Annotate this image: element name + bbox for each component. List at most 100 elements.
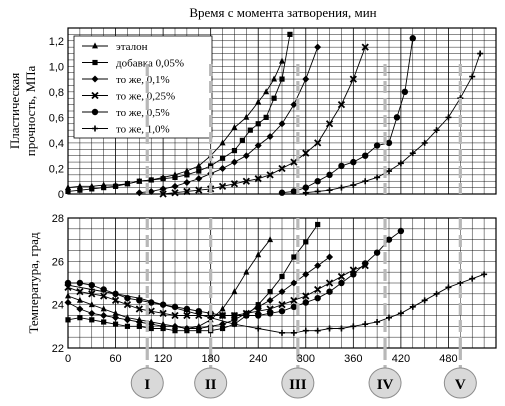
data-point bbox=[469, 275, 476, 282]
data-point bbox=[123, 301, 132, 309]
data-point bbox=[147, 320, 155, 328]
data-point bbox=[183, 179, 191, 187]
data-point bbox=[65, 184, 71, 191]
data-point bbox=[76, 279, 84, 287]
legend-entry: то же, 0,5% bbox=[116, 107, 170, 119]
data-point bbox=[445, 114, 452, 121]
legend: эталон добавка 0,05% то же, 0,1% то же, 0,2… bbox=[73, 35, 213, 139]
data-point bbox=[315, 221, 321, 228]
data-point bbox=[445, 284, 452, 291]
data-point bbox=[171, 311, 179, 320]
data-point bbox=[314, 188, 321, 195]
data-point bbox=[77, 315, 83, 321]
data-point bbox=[314, 285, 322, 294]
data-point bbox=[255, 251, 262, 258]
legend-marker bbox=[91, 91, 99, 100]
data-point bbox=[397, 310, 404, 317]
data-point bbox=[290, 296, 298, 304]
series-line bbox=[67, 265, 366, 316]
data-point bbox=[172, 328, 178, 334]
data-point bbox=[302, 75, 310, 83]
data-point bbox=[219, 325, 226, 332]
data-point bbox=[326, 187, 333, 194]
legend-marker bbox=[92, 59, 98, 66]
data-point bbox=[397, 227, 405, 235]
data-point bbox=[263, 88, 270, 95]
data-point bbox=[148, 325, 154, 332]
data-point bbox=[290, 279, 298, 287]
data-point bbox=[76, 305, 84, 313]
data-point bbox=[255, 312, 262, 319]
data-point bbox=[247, 127, 253, 133]
legend-marker bbox=[91, 75, 99, 83]
roman-marker-label: III bbox=[289, 377, 307, 393]
data-point bbox=[219, 139, 226, 146]
data-point bbox=[100, 292, 108, 300]
roman-marker-circle bbox=[368, 367, 402, 399]
data-point bbox=[218, 182, 227, 190]
series-line bbox=[139, 47, 319, 194]
x-tick-label: 180 bbox=[201, 353, 219, 365]
legend-marker bbox=[91, 108, 99, 116]
legend-entry: эталон bbox=[116, 41, 148, 53]
data-point bbox=[279, 76, 285, 82]
x-tick-label: 480 bbox=[439, 353, 457, 365]
data-point bbox=[112, 183, 119, 189]
data-point bbox=[350, 158, 357, 166]
roman-marker-label: II bbox=[205, 377, 217, 393]
data-point bbox=[266, 133, 274, 141]
data-point bbox=[278, 164, 286, 173]
data-point bbox=[195, 162, 202, 169]
data-point bbox=[373, 249, 381, 256]
panel-strength: 0 0,2 0,4 0,6 0,8 1,0 1,2 Пластическая прочность… bbox=[7, 27, 497, 201]
roman-marker-label: V bbox=[455, 377, 466, 393]
data-point bbox=[409, 303, 416, 310]
data-point bbox=[279, 329, 285, 336]
data-point bbox=[196, 168, 202, 174]
data-point bbox=[159, 185, 167, 193]
data-point bbox=[242, 177, 250, 185]
data-point bbox=[303, 239, 309, 245]
x-tick-label: 420 bbox=[392, 353, 410, 365]
data-point bbox=[64, 299, 72, 306]
y-tick-label: 26 bbox=[52, 256, 64, 268]
data-point bbox=[111, 296, 120, 304]
y-tick-label: 0,2 bbox=[49, 163, 64, 175]
data-point bbox=[385, 236, 393, 243]
data-point bbox=[195, 186, 203, 194]
data-point bbox=[112, 290, 119, 297]
data-point bbox=[338, 162, 345, 170]
data-point bbox=[242, 152, 250, 160]
series-line bbox=[281, 38, 414, 194]
data-point bbox=[230, 158, 238, 166]
data-point bbox=[314, 294, 321, 302]
data-point bbox=[101, 185, 107, 191]
data-point bbox=[326, 171, 333, 179]
data-point bbox=[386, 314, 392, 321]
data-point bbox=[409, 35, 416, 42]
y-axis-label: Температура, град bbox=[26, 232, 41, 333]
data-point bbox=[183, 308, 190, 315]
x-tick-label: 300 bbox=[297, 353, 315, 365]
data-point bbox=[171, 303, 179, 311]
data-point bbox=[267, 289, 273, 295]
panel-temperature: 22 24 26 28 Температура, град bbox=[26, 213, 497, 355]
data-point bbox=[65, 282, 71, 289]
data-point bbox=[361, 43, 369, 51]
data-point bbox=[278, 307, 286, 315]
data-point bbox=[302, 189, 309, 196]
data-point bbox=[326, 288, 333, 295]
data-point bbox=[195, 307, 202, 315]
x-tick-label: 240 bbox=[249, 353, 267, 365]
roman-marker-label: IV bbox=[377, 377, 394, 393]
roman-marker-label: I bbox=[144, 377, 150, 393]
data-point bbox=[350, 182, 357, 189]
legend-box bbox=[73, 35, 213, 139]
data-point bbox=[195, 175, 203, 183]
data-point bbox=[88, 281, 95, 289]
data-point bbox=[302, 292, 310, 300]
x-axis-ticks: 0 60 120 180 240 300 360 420 480 bbox=[65, 353, 458, 365]
data-point bbox=[243, 113, 250, 120]
data-point bbox=[325, 279, 334, 287]
